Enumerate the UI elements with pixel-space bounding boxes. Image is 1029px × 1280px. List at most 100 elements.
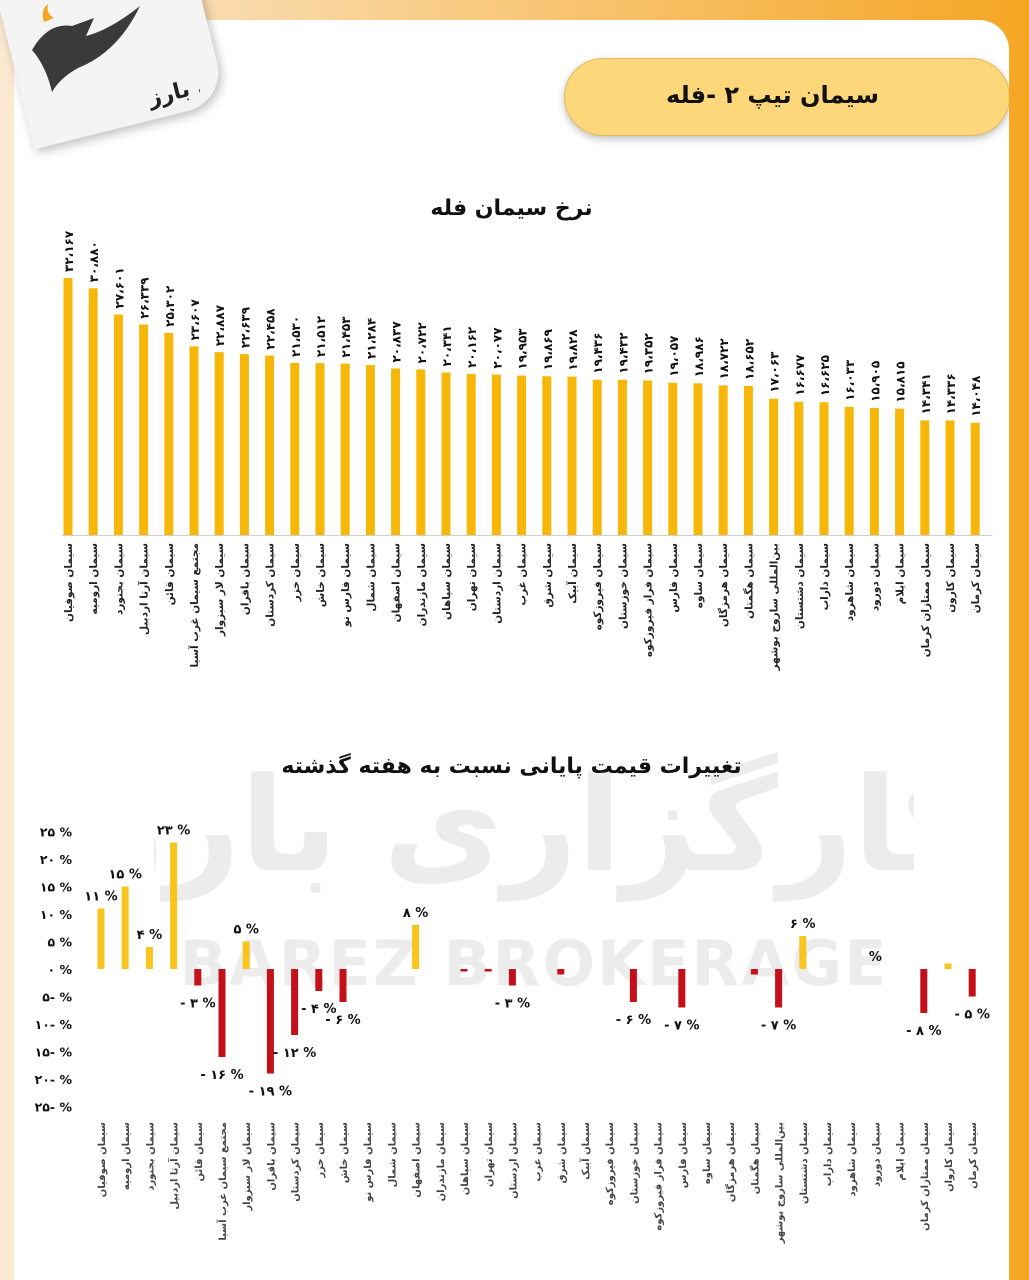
change-category-label: سیمان داراب: [823, 1122, 834, 1186]
price-bar: [416, 369, 426, 535]
price-category-label: سیمان باقران: [239, 543, 251, 615]
price-bar: [592, 379, 602, 535]
price-category-label: سیمان قائن: [164, 543, 176, 605]
price-category-label: بین‌المللی ساروج بوشهر: [769, 543, 781, 672]
price-category-label: سیمان تهران: [466, 543, 478, 611]
price-value-label: ۱۸،۹۸۶: [692, 336, 706, 377]
price-value-label: ۱۶،۶۲۵: [818, 355, 832, 396]
change-value-label: - ۱۹ %: [249, 1085, 292, 1100]
price-value-label: ۲۶،۳۳۹: [138, 277, 152, 319]
price-category-label: سیمان کارون: [945, 543, 957, 613]
price-value-label: ۲۲،۴۵۸: [264, 308, 278, 350]
change-bar: [484, 969, 492, 972]
price-bar: [769, 398, 779, 535]
change-value-label: ۴ %: [137, 928, 163, 943]
price-category-label: سیمان آبیک: [566, 543, 579, 604]
flame-icon: [42, 4, 54, 22]
price-chart: ۳۲،۱۶۷ سیمان صوفیان ۳۰،۸۸۰ سیمان ارومیه ۲۷،۶…: [62, 230, 993, 672]
price-value-label: ۱۸،۷۲۲: [717, 338, 731, 380]
price-value-label: ۳۰،۸۸۰: [87, 241, 101, 282]
price-category-label: سیمان شمال: [365, 543, 377, 612]
price-bar: [265, 355, 275, 535]
change-bar: [145, 947, 153, 969]
change-category-label: سیمان ایلام: [896, 1122, 907, 1181]
logo: کارگزاری بارز: [32, 4, 200, 112]
change-category-label: سیمان لار سبزوار: [242, 1122, 253, 1212]
change-y-tick-label: ۱۵- %: [35, 1045, 73, 1060]
price-bar: [214, 352, 224, 535]
change-category-label: سیمان فارس نو: [363, 1122, 374, 1203]
price-category-label: سیمان سپاهان: [441, 543, 453, 620]
change-category-label: سیمان هرمزگان: [724, 1122, 737, 1202]
price-category-label: سیمان کردستان: [265, 543, 277, 627]
change-category-label: سیمان دورود: [871, 1122, 882, 1187]
price-bar: [617, 379, 627, 535]
change-bar: [291, 969, 299, 1035]
change-value-label: - ۸ %: [906, 1024, 941, 1039]
change-bar: [412, 925, 420, 969]
price-bar: [970, 422, 980, 535]
price-bar: [164, 332, 174, 535]
change-value-label: ۱۱ %: [84, 890, 117, 905]
change-value-label: - ۶ %: [616, 1013, 651, 1028]
change-category-label: سیمان سپاهان: [460, 1122, 471, 1195]
change-y-tick-label: ۲۵- %: [35, 1100, 73, 1115]
price-category-label: سیمان دشتستان: [794, 543, 806, 629]
price-value-label: ۱۴،۳۳۶: [944, 373, 958, 414]
change-category-label: سیمان ممتازان کرمان: [920, 1122, 931, 1231]
change-value-label: ۱۵ %: [108, 868, 141, 883]
price-value-label: ۱۴،۰۴۸: [969, 375, 983, 417]
price-value-label: ۲۲،۶۳۹: [238, 306, 252, 348]
change-category-label: سیمان بجنورد: [145, 1122, 156, 1191]
price-bar: [139, 324, 149, 535]
change-category-label: سیمان فراز فیروزکوه: [654, 1122, 665, 1231]
change-category-label: سیمان فیروزکوه: [605, 1122, 616, 1205]
price-bar: [895, 408, 905, 535]
price-category-label: سیمان اصفهان: [391, 543, 403, 622]
price-bar: [920, 420, 930, 535]
price-bar: [869, 407, 879, 535]
change-y-tick-label: ۲۰ %: [40, 852, 73, 867]
price-bar: [743, 385, 753, 535]
price-bar: [643, 380, 653, 535]
price-bar: [819, 402, 829, 535]
price-value-label: ۱۶،۶۷۷: [793, 354, 807, 396]
price-category-label: سیمان شرق: [542, 543, 554, 607]
price-value-label: ۲۲،۸۸۷: [213, 304, 227, 346]
change-bar: [339, 969, 347, 1002]
price-value-label: ۲۵،۳۰۲: [163, 285, 177, 327]
price-bar: [365, 364, 375, 535]
change-category-label: سیمان شرق: [557, 1122, 568, 1184]
price-value-label: ۲۰،۷۲۲: [415, 322, 429, 364]
change-category-label: سیمان باقران: [266, 1122, 277, 1191]
change-y-tick-label: ۲۰- %: [35, 1072, 73, 1087]
header-title-pill: سیمان تیپ ۲ -فله: [564, 58, 1009, 136]
price-category-label: سیمان آرتا اردبیل: [138, 543, 151, 635]
price-category-label: سیمان لار سبزوار: [214, 543, 226, 637]
price-category-label: سیمان خزر: [290, 543, 302, 602]
price-category-label: سیمان مازندران: [416, 543, 428, 626]
change-bar: [194, 969, 202, 986]
change-bar: [508, 969, 516, 986]
change-category-label: سیمان کاروان: [944, 1122, 955, 1192]
price-bar: [63, 278, 73, 535]
change-value-label: - ۴ %: [301, 1002, 336, 1017]
price-bar: [718, 385, 728, 535]
change-category-label: سیمان خزر: [315, 1122, 326, 1179]
change-bar: [242, 941, 250, 969]
price-chart-title: نرخ سیمان فله: [430, 196, 593, 221]
price-category-label: سیمان شاهرود: [844, 543, 856, 621]
price-bar: [466, 373, 476, 535]
price-value-label: ۳۲،۱۶۷: [62, 230, 76, 272]
change-category-label: سیمان ارومیه: [121, 1122, 132, 1190]
header-title: سیمان تیپ ۲ -فله: [666, 81, 879, 109]
price-category-label: سیمان بجنورد: [113, 543, 125, 615]
price-category-label: سیمان اردستان: [491, 543, 503, 624]
price-category-label: سیمان فیروزکوه: [592, 543, 604, 630]
price-category-label: سیمان هرمزگان: [717, 543, 730, 627]
change-category-label: سیمان ساوه: [702, 1122, 713, 1184]
price-category-label: سیمان دورود: [869, 543, 881, 611]
price-value-label: ۲۱،۴۵۳: [339, 316, 353, 358]
change-value-label: - ۱۲ %: [273, 1046, 316, 1061]
change-bar: [678, 969, 686, 1008]
